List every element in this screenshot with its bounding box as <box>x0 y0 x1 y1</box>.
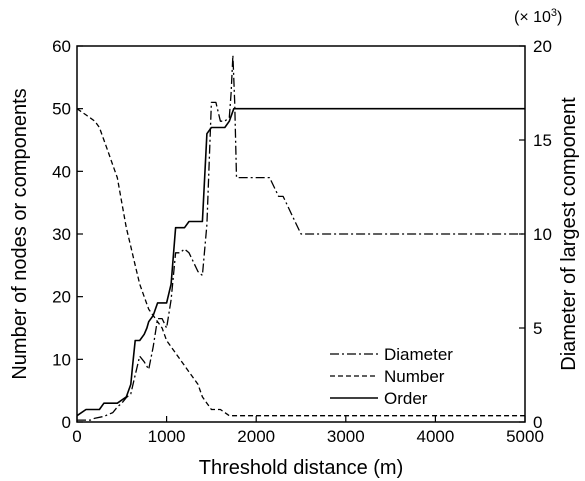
y-left-tick-label-6: 60 <box>52 37 71 56</box>
y-right-tick-label-4: 20 <box>533 37 552 56</box>
y-left-tick-label-3: 30 <box>52 225 71 244</box>
x-tick-label-3: 3000 <box>327 427 365 446</box>
multiplier-base: (× 10 <box>514 9 551 26</box>
y-left-tick-label-2: 20 <box>52 288 71 307</box>
legend-label-order: Order <box>384 389 428 408</box>
ticks-layer: 0 1000 2000 3000 4000 50000102030405060051015… <box>52 37 552 446</box>
x-tick-label-4: 4000 <box>416 427 454 446</box>
y-right-tick-label-2: 10 <box>533 225 552 244</box>
series-number-line <box>76 108 525 417</box>
y-axis-right-label: Diameter of largest component <box>558 97 580 371</box>
series-diameter-line <box>77 54 525 421</box>
multiplier-exponent: 3 <box>551 7 557 19</box>
legend-label-diameter: Diameter <box>384 345 453 364</box>
legend: Diameter Number Order <box>330 345 453 408</box>
multiplier-close: ) <box>557 9 562 26</box>
legend-label-number: Number <box>384 367 445 386</box>
x-tick-label-1: 1000 <box>148 427 186 446</box>
y-right-tick-label-3: 15 <box>533 131 552 150</box>
right-axis-multiplier: (× 103) <box>514 7 562 26</box>
y-axis-left-label: Number of nodes or components <box>9 88 31 379</box>
series-order-line <box>76 107 525 417</box>
y-left-tick-label-1: 10 <box>52 350 71 369</box>
x-tick-label-5: 5000 <box>506 427 544 446</box>
x-tick-label-2: 2000 <box>237 427 275 446</box>
series-layer <box>76 54 525 421</box>
x-tick-label-0: 0 <box>72 427 81 446</box>
y-left-tick-label-0: 0 <box>62 413 71 432</box>
y-right-tick-label-1: 5 <box>533 319 542 338</box>
y-right-tick-label-0: 0 <box>533 413 542 432</box>
y-left-tick-label-4: 40 <box>52 162 71 181</box>
x-axis-label: Threshold distance (m) <box>199 457 404 479</box>
y-left-tick-label-5: 50 <box>52 100 71 119</box>
